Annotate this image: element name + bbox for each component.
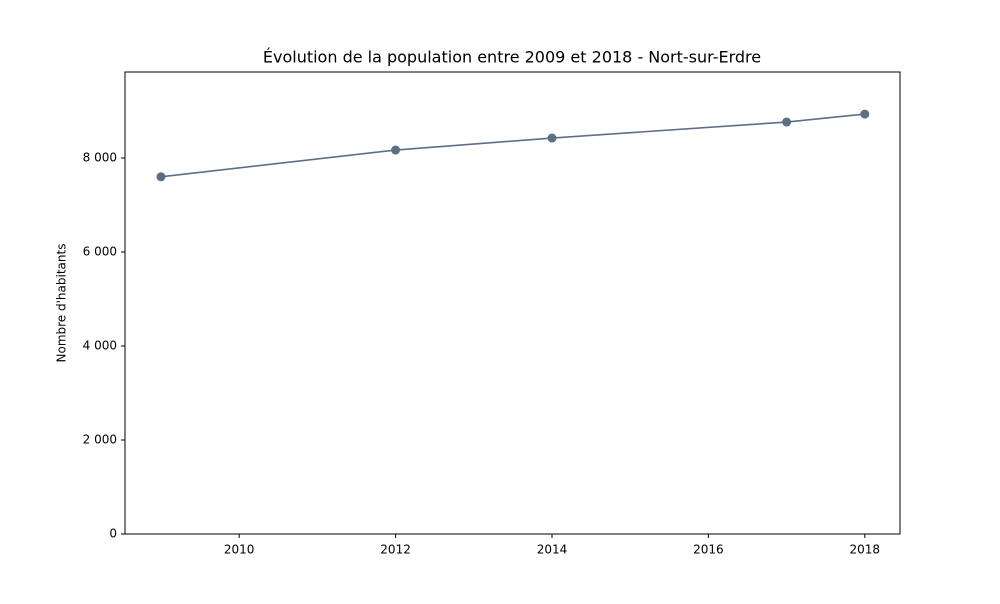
y-tick-label: 0: [109, 527, 117, 541]
y-axis-label: Nombre d'habitants: [55, 244, 69, 363]
y-tick-label: 8 000: [83, 151, 117, 165]
x-tick-label: 2018: [850, 543, 881, 557]
y-tick-label: 2 000: [83, 433, 117, 447]
x-tick-label: 2010: [224, 543, 255, 557]
y-tick-label: 4 000: [83, 339, 117, 353]
plot-frame: [124, 71, 901, 535]
x-tick-label: 2014: [537, 543, 568, 557]
point: [156, 172, 166, 182]
point: [391, 145, 401, 155]
y-tick-label: 6 000: [83, 245, 117, 259]
chart-title: Évolution de la population entre 2009 et…: [263, 48, 761, 67]
point: [860, 109, 870, 119]
x-tick-label: 2016: [693, 543, 724, 557]
point: [782, 117, 792, 127]
x-tick-label: 2012: [380, 543, 411, 557]
point: [547, 133, 557, 143]
